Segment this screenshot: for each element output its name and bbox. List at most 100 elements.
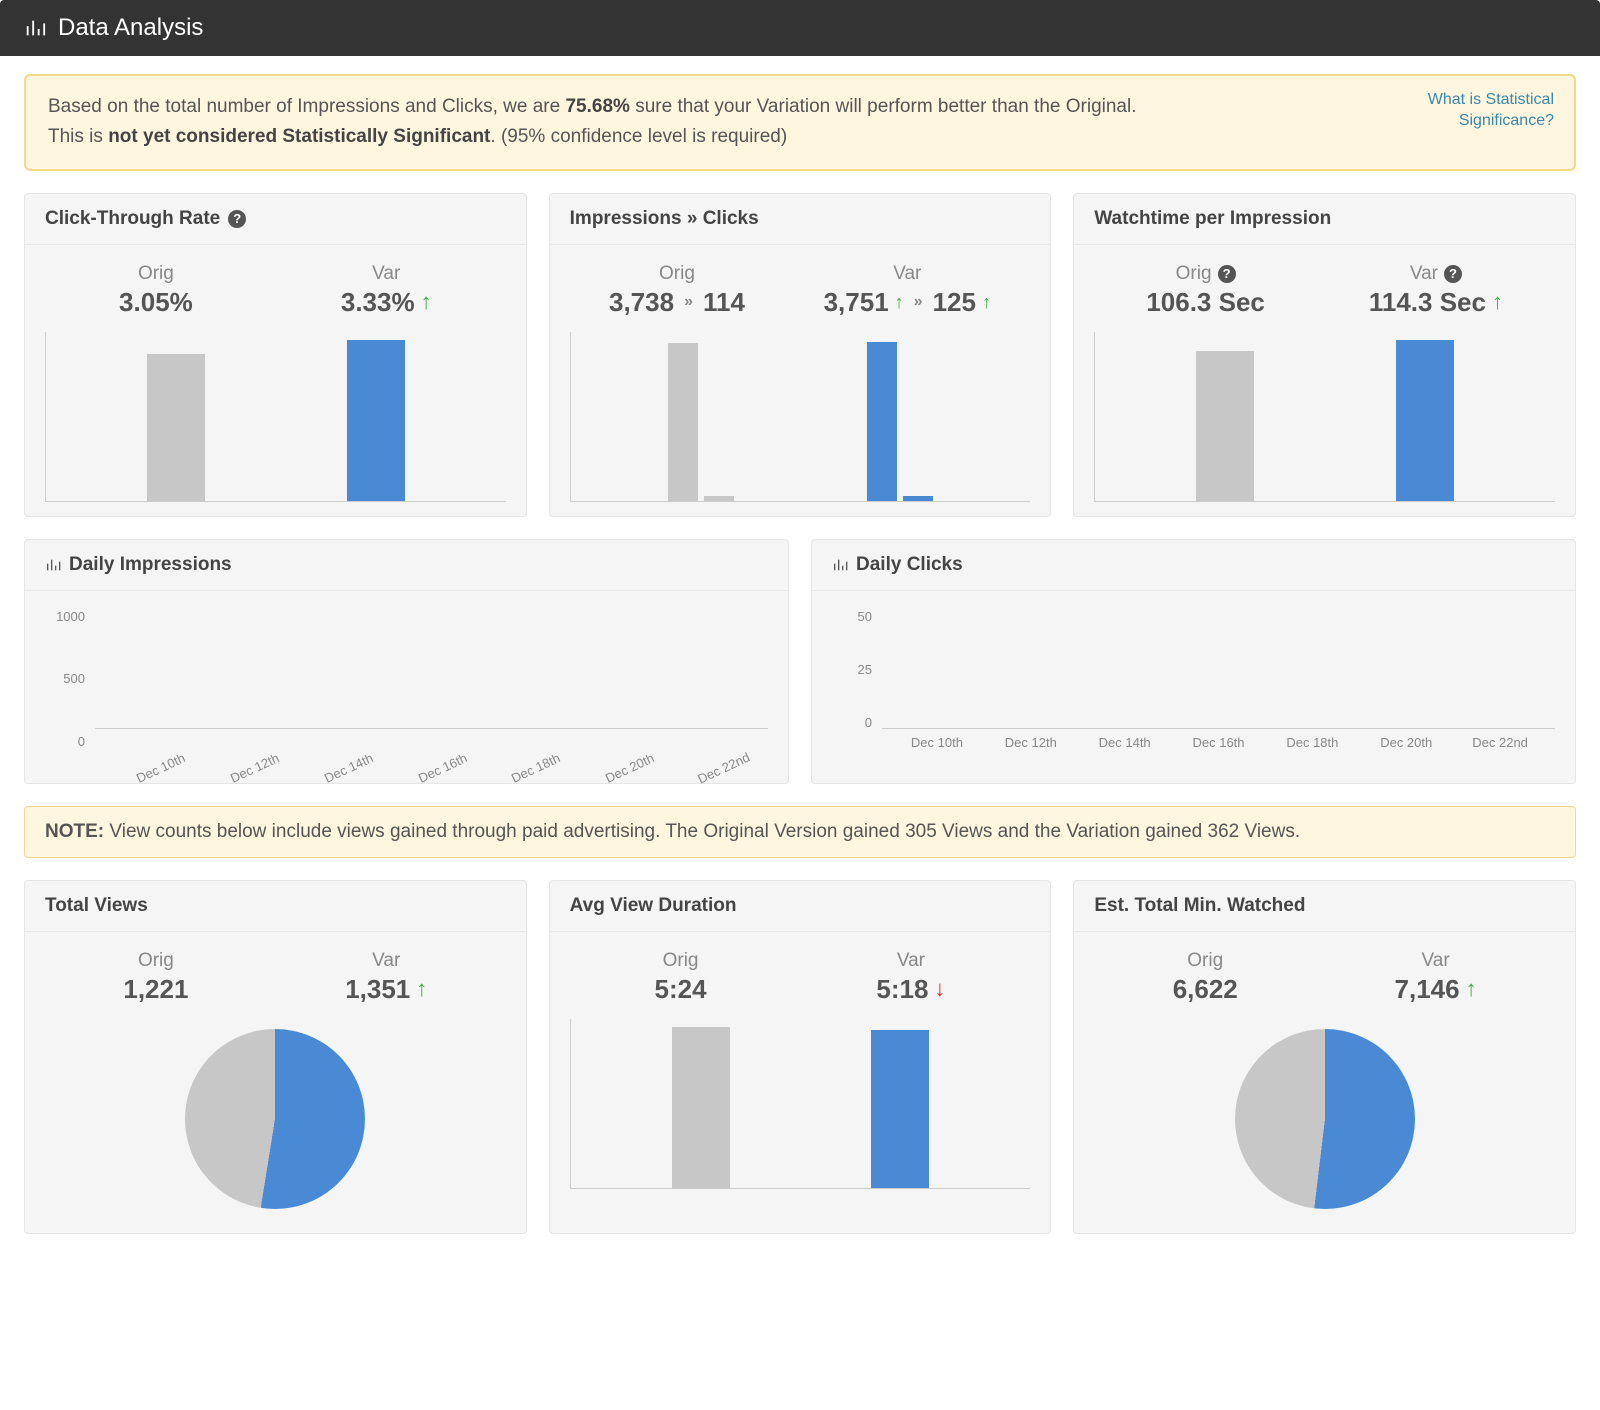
est-min-watched-panel: Est. Total Min. Watched Orig 6,622 Var 7… — [1073, 880, 1576, 1234]
help-icon[interactable]: ? — [1218, 265, 1236, 283]
impressions-clicks-chart — [570, 332, 1031, 502]
x-axis: Dec 10thDec 12thDec 14thDec 16thDec 18th… — [882, 729, 1555, 750]
page-title: Data Analysis — [58, 14, 203, 42]
orig-label: Orig — [119, 263, 193, 285]
note-box: NOTE: View counts below include views ga… — [24, 806, 1576, 858]
alert-bold: not yet considered Statistically Signifi… — [108, 126, 490, 147]
x-tick: Dec 10th — [113, 735, 209, 804]
panel-title-text: Daily Impressions — [69, 554, 232, 576]
arrow-down-icon: ↓ — [934, 976, 945, 1002]
orig-label: Orig — [123, 950, 188, 972]
chevron-icon: » — [910, 293, 927, 311]
var-label: Var — [876, 950, 945, 972]
chart-bar — [668, 343, 698, 501]
y-tick: 25 — [832, 662, 872, 677]
page-header: Data Analysis — [0, 0, 1600, 56]
orig-value: 5:24 — [655, 974, 707, 1005]
var-value: 114.3 Sec — [1369, 287, 1486, 318]
x-tick: Dec 10th — [892, 735, 982, 750]
panel-title-text: Click-Through Rate — [45, 208, 220, 230]
y-tick: 500 — [45, 671, 85, 686]
var-clicks: 125 — [933, 287, 976, 318]
daily-impressions-chart — [95, 609, 768, 729]
total-views-pie — [185, 1029, 365, 1209]
orig-value: 106.3 Sec — [1146, 287, 1265, 318]
y-tick: 50 — [832, 609, 872, 624]
x-tick: Dec 20th — [583, 735, 679, 804]
var-label: Var — [1410, 263, 1438, 285]
note-text: View counts below include views gained t… — [104, 821, 1300, 842]
chart-bar — [147, 354, 205, 501]
daily-clicks-chart — [882, 609, 1555, 729]
orig-label: Orig — [655, 950, 707, 972]
arrow-up-icon: ↑ — [895, 292, 904, 313]
panel-title-text: Watchtime per Impression — [1074, 194, 1575, 245]
avg-duration-panel: Avg View Duration Orig 5:24 Var 5:18↓ — [549, 880, 1052, 1234]
var-label: Var — [1395, 950, 1477, 972]
panel-title-text: Est. Total Min. Watched — [1074, 881, 1575, 932]
orig-value: 1,221 — [123, 974, 188, 1005]
x-tick: Dec 22nd — [1455, 735, 1545, 750]
significance-help-link[interactable]: What is Statistical Significance? — [1428, 90, 1554, 132]
x-tick: Dec 18th — [489, 735, 585, 804]
panel-title-text: Impressions » Clicks — [550, 194, 1051, 245]
var-impressions: 3,751 — [824, 287, 889, 318]
orig-clicks: 114 — [703, 287, 745, 318]
x-tick: Dec 22nd — [677, 735, 773, 804]
x-axis: Dec 10thDec 12thDec 14thDec 16thDec 18th… — [95, 729, 768, 769]
chart-bar — [867, 342, 897, 500]
var-label: Var — [824, 263, 991, 285]
var-value: 5:18 — [876, 974, 928, 1005]
total-views-panel: Total Views Orig 1,221 Var 1,351↑ — [24, 880, 527, 1234]
chart-bar — [1396, 340, 1454, 501]
x-tick: Dec 14th — [1080, 735, 1170, 750]
orig-value: 3.05% — [119, 287, 193, 318]
impressions-clicks-panel: Impressions » Clicks Orig 3,738 » 114 — [549, 193, 1052, 517]
daily-impressions-panel: Daily Impressions 1000 500 0 Dec 10thDec 1… — [24, 539, 789, 784]
panel-title-text: Avg View Duration — [550, 881, 1051, 932]
alert-text: sure that your Variation will perform be… — [630, 96, 1137, 117]
est-min-watched-pie — [1235, 1029, 1415, 1209]
chart-bar — [903, 496, 933, 501]
bar-chart-icon — [832, 557, 848, 573]
x-tick: Dec 16th — [1174, 735, 1264, 750]
orig-value: 6,622 — [1173, 974, 1238, 1005]
alert-text: Based on the total number of Impressions… — [48, 96, 565, 117]
help-icon[interactable]: ? — [1444, 265, 1462, 283]
x-tick: Dec 12th — [986, 735, 1076, 750]
y-axis: 50 25 0 — [832, 609, 872, 730]
x-tick: Dec 20th — [1361, 735, 1451, 750]
arrow-up-icon: ↑ — [1492, 289, 1503, 315]
watchtime-panel: Watchtime per Impression Orig ? 106.3 Se… — [1073, 193, 1576, 517]
var-label: Var — [341, 263, 432, 285]
y-tick: 1000 — [45, 609, 85, 624]
avg-duration-chart — [570, 1019, 1031, 1189]
arrow-up-icon: ↑ — [982, 292, 991, 313]
y-tick: 0 — [45, 734, 85, 749]
bar-chart-icon — [24, 17, 46, 39]
ctr-panel: Click-Through Rate ? Orig 3.05% Var 3.33… — [24, 193, 527, 517]
ctr-chart — [45, 332, 506, 502]
y-tick: 0 — [832, 715, 872, 730]
chart-bar — [347, 340, 405, 501]
chart-bar — [672, 1027, 730, 1188]
alert-confidence: 75.68% — [565, 96, 629, 117]
y-axis: 1000 500 0 — [45, 609, 85, 749]
daily-clicks-panel: Daily Clicks 50 25 0 Dec 10th Dec 12th Dec 1… — [811, 539, 1576, 784]
var-value: 1,351 — [345, 974, 410, 1005]
chart-bar — [1196, 351, 1254, 501]
alert-text: . (95% confidence level is required) — [490, 126, 787, 147]
help-icon[interactable]: ? — [228, 210, 246, 228]
var-label: Var — [345, 950, 427, 972]
orig-label: Orig — [1173, 950, 1238, 972]
orig-label: Orig — [1176, 263, 1212, 285]
orig-impressions: 3,738 — [609, 287, 674, 318]
panel-title-text: Daily Clicks — [856, 554, 963, 576]
watchtime-chart — [1094, 332, 1555, 502]
note-prefix: NOTE: — [45, 821, 104, 842]
alert-text: This is — [48, 126, 108, 147]
var-value: 7,146 — [1395, 974, 1460, 1005]
x-tick: Dec 16th — [395, 735, 491, 804]
chevron-icon: » — [680, 293, 697, 311]
arrow-up-icon: ↑ — [421, 289, 432, 315]
